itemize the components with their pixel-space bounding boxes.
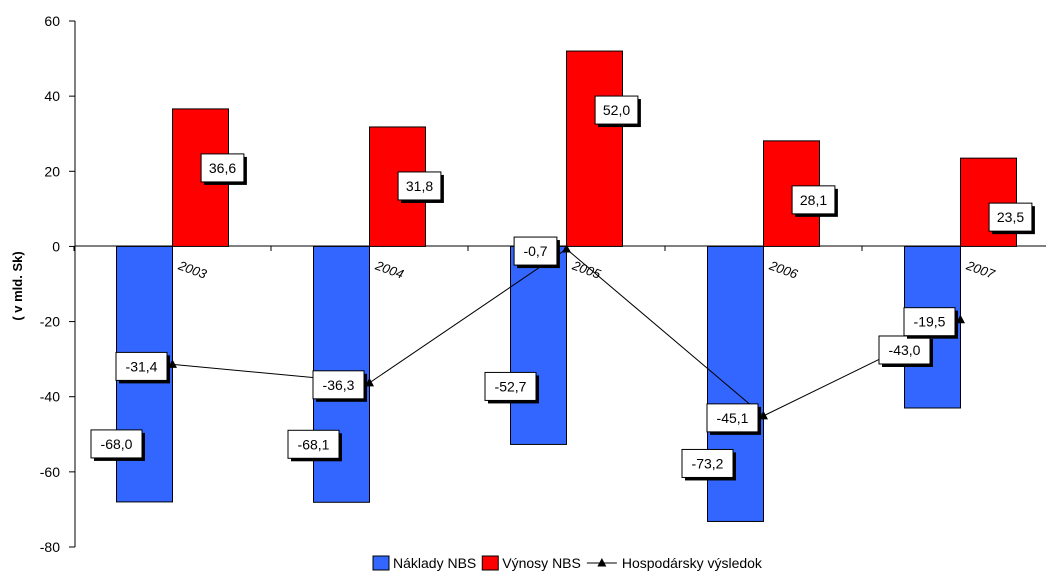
data-label: -68,1 <box>298 436 330 452</box>
y-axis-label: ( v mld. Sk) <box>10 251 25 320</box>
data-label-box <box>594 95 639 125</box>
data-label: -43,0 <box>889 342 921 358</box>
data-label: 23,5 <box>997 209 1024 225</box>
data-label: 31,8 <box>406 178 433 194</box>
x-tick-label: 2004 <box>373 257 406 281</box>
line-marker <box>562 244 571 253</box>
data-label-box <box>200 153 245 183</box>
data-label-box <box>706 403 759 433</box>
data-label: -19,5 <box>914 314 946 330</box>
y-tick-label: -60 <box>40 464 60 480</box>
data-label-box <box>484 371 537 401</box>
line-series <box>168 244 965 420</box>
data-label: -36,3 <box>323 377 355 393</box>
data-label-box <box>287 429 340 459</box>
data-label: -31,4 <box>126 358 158 374</box>
y-tick-label: -20 <box>40 314 60 330</box>
x-tick-label: 2003 <box>176 257 210 282</box>
data-label-box <box>988 202 1033 232</box>
legend-marker <box>597 558 607 567</box>
data-label-box <box>115 351 168 381</box>
data-label: -68,0 <box>101 436 133 452</box>
data-label: -0,7 <box>523 243 547 259</box>
x-tick-label: 2005 <box>570 257 604 282</box>
data-label: 28,1 <box>800 192 827 208</box>
x-tick-label: 2007 <box>964 257 998 282</box>
y-tick-label: -80 <box>40 539 60 555</box>
line-marker <box>759 410 768 420</box>
y-tick-label: 20 <box>44 163 60 179</box>
line-marker <box>956 314 965 324</box>
y-tick-label: 0 <box>52 238 60 254</box>
bars <box>116 50 1017 522</box>
data-label: -45,1 <box>717 410 749 426</box>
data-label: 36,6 <box>209 160 236 176</box>
data-label: -52,7 <box>495 378 527 394</box>
data-label-box <box>513 236 558 266</box>
x-tick-label: 2006 <box>767 257 801 282</box>
legend-label: Náklady NBS <box>393 555 476 571</box>
line-marker <box>365 377 374 387</box>
data-label-box <box>312 370 365 400</box>
data-label-box <box>397 171 442 201</box>
y-tick-label: -40 <box>40 389 60 405</box>
data-label-box <box>681 448 734 478</box>
legend-label: Hospodársky výsledok <box>622 555 763 571</box>
data-label-box <box>791 185 836 215</box>
y-tick-label: 60 <box>44 13 60 29</box>
legend-swatch <box>481 555 499 571</box>
data-label: -73,2 <box>692 455 724 471</box>
line-marker <box>168 359 177 368</box>
legend-swatch <box>372 555 390 571</box>
bar <box>566 50 623 247</box>
data-label-box <box>903 307 956 337</box>
data-labels: -68,0 -68,1 -52,7 -73,2 -43,0 36,6 31,8 52,0 28,… <box>90 95 1035 481</box>
data-label-box <box>878 335 931 365</box>
y-tick-label: 40 <box>44 88 60 104</box>
bar <box>510 245 567 445</box>
data-label: 52,0 <box>603 102 630 118</box>
data-label-box <box>90 429 143 459</box>
legend-label: Výnosy NBS <box>502 555 581 571</box>
legend: Náklady NBS Výnosy NBS Hospodársky výsledo… <box>372 555 763 571</box>
